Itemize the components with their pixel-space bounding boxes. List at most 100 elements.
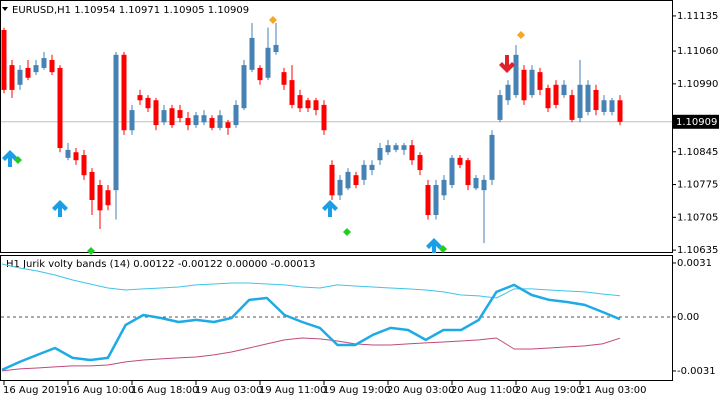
candle-body bbox=[97, 185, 103, 211]
sell-arrow bbox=[499, 55, 515, 73]
x-tick-label: 20 Aug 19:00 bbox=[515, 385, 582, 396]
main-title: EURUSD,H1 1.10954 1.10971 1.10905 1.1090… bbox=[12, 5, 249, 16]
signal-dot bbox=[14, 156, 22, 164]
candle-body bbox=[401, 145, 407, 150]
candle-body bbox=[1, 29, 7, 90]
candle-body bbox=[593, 89, 599, 111]
candle-body bbox=[393, 145, 399, 150]
x-tick-label: 21 Aug 03:00 bbox=[579, 385, 646, 396]
candle-body bbox=[273, 44, 279, 52]
y-tick-label: 0.00 bbox=[677, 312, 699, 323]
y-tick-label: 1.10845 bbox=[677, 147, 718, 158]
candle-body bbox=[353, 175, 359, 186]
x-tick-label: 16 Aug 18:00 bbox=[131, 385, 198, 396]
main-panel-frame bbox=[0, 0, 673, 253]
signal-dot bbox=[517, 31, 525, 39]
signal-dot bbox=[269, 16, 277, 24]
y-tick-label: 1.10775 bbox=[677, 180, 718, 191]
x-tick-label: 19 Aug 03:00 bbox=[195, 385, 262, 396]
symbol-icon bbox=[2, 7, 8, 11]
candle-body bbox=[257, 67, 263, 81]
candle-body bbox=[433, 185, 439, 215]
candle-body bbox=[65, 149, 71, 158]
candle-body bbox=[601, 100, 607, 112]
candle-body bbox=[153, 100, 159, 126]
candle-body bbox=[385, 145, 391, 153]
candle-body bbox=[121, 54, 127, 131]
candle-body bbox=[417, 155, 423, 171]
buy-arrow bbox=[2, 150, 18, 167]
indicator-line bbox=[1, 337, 621, 372]
x-tick-label: 19 Aug 11:00 bbox=[259, 385, 326, 396]
y-tick-label: 1.10705 bbox=[677, 212, 718, 223]
y-tick-label: 1.11060 bbox=[677, 46, 718, 57]
candle-body bbox=[177, 110, 183, 119]
signal-dot bbox=[343, 228, 351, 236]
candle-body bbox=[377, 148, 383, 161]
y-tick-label: 1.10635 bbox=[677, 245, 718, 256]
candle-body bbox=[497, 95, 503, 120]
indicator-panel-frame bbox=[0, 255, 673, 381]
candle-body bbox=[105, 190, 111, 206]
candle-body bbox=[449, 157, 455, 186]
candle-body bbox=[169, 108, 175, 126]
x-tick-label: 20 Aug 11:00 bbox=[451, 385, 518, 396]
candle-body bbox=[313, 100, 319, 111]
candle-body bbox=[529, 69, 535, 96]
candle-body bbox=[553, 84, 559, 105]
y-tick-label: 1.11135 bbox=[677, 11, 718, 22]
candle-body bbox=[209, 118, 215, 128]
candle-body bbox=[505, 84, 511, 101]
candle-body bbox=[569, 95, 575, 120]
candle-body bbox=[129, 110, 135, 131]
candle-body bbox=[521, 69, 527, 101]
candle-body bbox=[265, 47, 271, 78]
candle-body bbox=[577, 84, 583, 119]
candle-body bbox=[329, 164, 335, 196]
candle-body bbox=[473, 177, 479, 189]
candle-body bbox=[81, 155, 87, 176]
candle-body bbox=[321, 104, 327, 131]
candle-body bbox=[241, 65, 247, 109]
candle-body bbox=[585, 84, 591, 112]
candle-body bbox=[513, 54, 519, 96]
current-price-label: 1.10909 bbox=[676, 117, 717, 128]
indicator-line bbox=[1, 283, 621, 372]
candle-body bbox=[137, 95, 143, 101]
candle-body bbox=[465, 160, 471, 186]
x-tick-label: 16 Aug 10:00 bbox=[67, 385, 134, 396]
candle-body bbox=[33, 65, 39, 73]
candle-body bbox=[233, 104, 239, 126]
candle-body bbox=[481, 179, 487, 191]
candle-body bbox=[225, 122, 231, 128]
y-tick-label: 1.10990 bbox=[677, 79, 718, 90]
candle-body bbox=[41, 58, 47, 68]
candle-body bbox=[425, 185, 431, 215]
x-tick-label: 19 Aug 19:00 bbox=[323, 385, 390, 396]
buy-arrow bbox=[426, 238, 442, 253]
candle-body bbox=[113, 54, 119, 191]
signal-dot bbox=[87, 247, 95, 255]
candle-body bbox=[609, 100, 615, 112]
candle-body bbox=[57, 67, 63, 149]
candle-body bbox=[545, 88, 551, 109]
candle-body bbox=[217, 115, 223, 128]
indicator-title: H1 Jurik volty bands (14) 0.00122 -0.001… bbox=[6, 259, 315, 270]
candle-body bbox=[185, 118, 191, 126]
candle-body bbox=[201, 115, 207, 123]
indicator-line bbox=[1, 263, 621, 299]
x-tick-label: 16 Aug 2019 bbox=[3, 385, 67, 396]
candle-body bbox=[49, 59, 55, 73]
candle-body bbox=[193, 115, 199, 126]
candle-body bbox=[489, 134, 495, 180]
current-price-box bbox=[673, 114, 719, 129]
candle-body bbox=[73, 152, 79, 161]
signal-dot bbox=[439, 245, 447, 253]
x-tick-label: 20 Aug 03:00 bbox=[387, 385, 454, 396]
candle-body bbox=[369, 164, 375, 171]
buy-arrow bbox=[52, 200, 68, 217]
candle-body bbox=[25, 67, 31, 78]
candle-body bbox=[249, 37, 255, 70]
